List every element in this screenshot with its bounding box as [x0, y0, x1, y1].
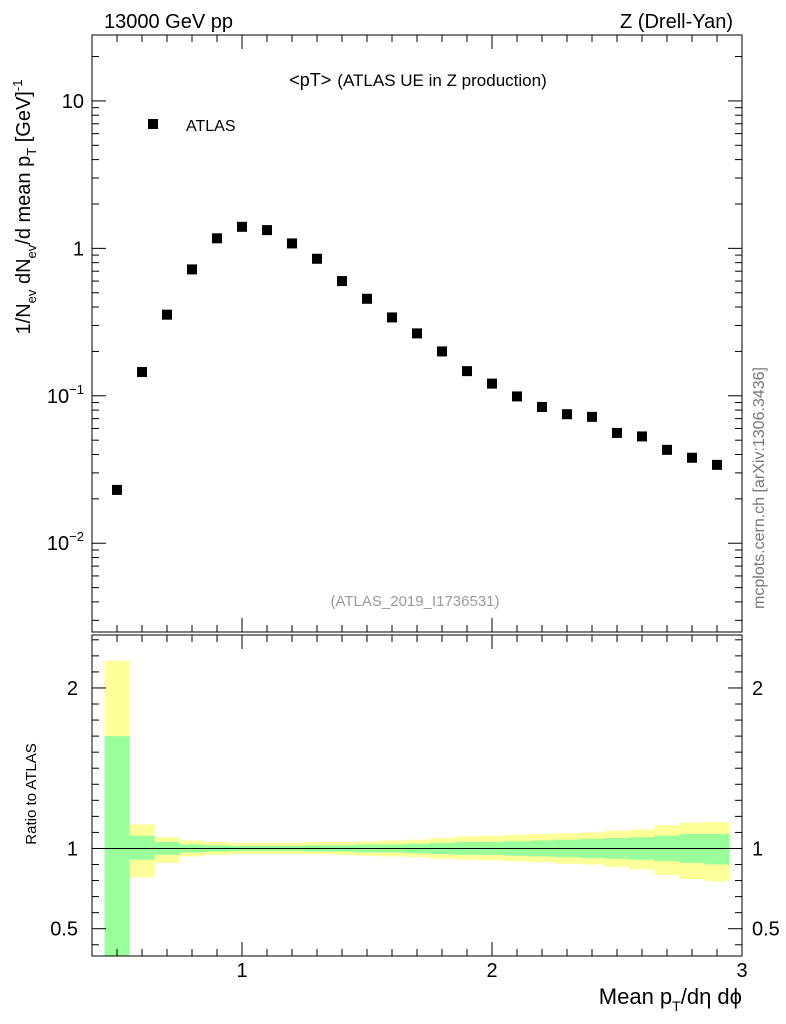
main-panel: <pT> (ATLAS UE in Z production) (ATLAS_20… [10, 34, 743, 633]
x-tick-label: 2 [486, 960, 497, 982]
x-tick-label: 1 [236, 960, 247, 982]
data-point [187, 264, 197, 275]
data-point [587, 411, 597, 422]
data-point [212, 233, 222, 244]
main-y-label: 1/Nev dNev/d mean pT [GeV]-1 [10, 80, 39, 335]
data-point [712, 459, 722, 470]
x-tick-label: 3 [736, 960, 747, 982]
ratio-y-label: Ratio to ATLAS [23, 743, 40, 844]
ratio-band-stat [104, 736, 730, 956]
analysis-id: (ATLAS_2019_I1736531) [330, 593, 499, 610]
main-y-tick-label: 10 [62, 91, 84, 113]
ratio-y-tick-label: 2 [67, 678, 78, 700]
data-point [362, 293, 372, 304]
data-point [512, 391, 522, 402]
side-label: mcplots.cern.ch [arXiv:1306.3436] [751, 367, 768, 609]
process-label: Z (Drell-Yan) [620, 11, 733, 33]
ratio-y-tick-label-right: 0.5 [752, 919, 780, 941]
plot-title-sub: (ATLAS UE in Z production) [337, 71, 546, 90]
main-y-tick-label: 10−1 [47, 382, 84, 408]
data-point [237, 221, 247, 232]
legend-label: ATLAS [186, 118, 236, 135]
energy-label: 13000 GeV pp [104, 11, 233, 33]
data-point [437, 346, 447, 357]
data-point [287, 238, 297, 249]
main-y-tick-label: 10−2 [47, 529, 84, 555]
data-point [537, 401, 547, 412]
legend-marker [148, 119, 158, 129]
data-point [387, 312, 397, 323]
ratio-y-tick-label: 0.5 [50, 919, 78, 941]
data-point [262, 225, 272, 236]
ratio-panel: 0.5 0.5 1 1 2 2 1 2 3 Ratio to ATLAS Mean pT/dη … [23, 634, 780, 1014]
ratio-band-total [104, 660, 730, 956]
ratio-y-tick-label-right: 1 [752, 838, 763, 860]
data-point [562, 409, 572, 420]
legend: ATLAS [148, 118, 236, 135]
plot-title-main: <pT> [289, 70, 331, 90]
data-point [612, 427, 622, 438]
plot-title: <pT> (ATLAS UE in Z production) [289, 70, 546, 90]
x-axis-label: Mean pT/dη dϕ [599, 984, 742, 1014]
data-point [637, 431, 647, 442]
main-frame [91, 34, 743, 633]
ratio-y-tick-label-right: 2 [752, 678, 763, 700]
data-point [112, 484, 122, 495]
data-point [137, 367, 147, 378]
ratio-y-tick-label: 1 [67, 838, 78, 860]
data-point [312, 253, 322, 264]
data-point [462, 366, 472, 377]
main-y-tick-label: 1 [73, 238, 84, 260]
data-point [162, 309, 172, 320]
data-point [662, 444, 672, 455]
data-point [687, 452, 697, 463]
data-point [412, 328, 422, 339]
ratio-frame [91, 634, 743, 957]
data-point [337, 276, 347, 287]
data-point [487, 378, 497, 389]
